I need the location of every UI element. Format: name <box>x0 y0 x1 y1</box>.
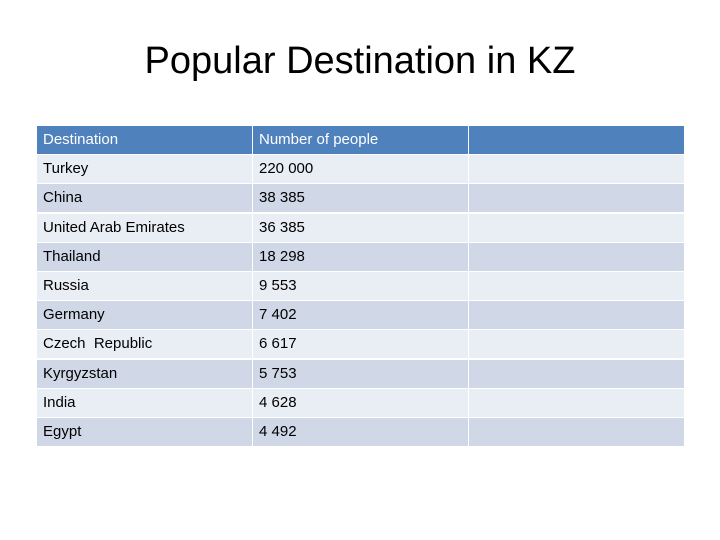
table-cell <box>469 213 684 242</box>
table-cell <box>469 272 684 300</box>
table-cell: 36 385 <box>253 213 468 242</box>
table-cell <box>469 388 684 417</box>
header-cell <box>469 126 684 154</box>
table-cell: 9 553 <box>253 272 468 300</box>
table-cell <box>469 301 684 330</box>
slide-title: Popular Destination in KZ <box>144 40 576 82</box>
table-cell: Kyrgyzstan <box>37 359 252 388</box>
table-cell: Czech Republic <box>37 330 252 359</box>
table-cell: Turkey <box>37 155 252 184</box>
table-cell: 18 298 <box>253 242 468 271</box>
table-cell <box>469 184 684 213</box>
table-cell: 220 000 <box>253 155 468 184</box>
table-cell: 6 617 <box>253 330 468 359</box>
table-cell <box>469 418 684 446</box>
header-cell: Number of people <box>253 126 468 154</box>
table-cell: Russia <box>37 272 252 300</box>
table-cell <box>469 242 684 271</box>
table-cell: 5 753 <box>253 359 468 388</box>
table-cell <box>469 330 684 359</box>
table-cell: Thailand <box>37 242 252 271</box>
table-cell <box>469 359 684 388</box>
table-cell: Germany <box>37 301 252 330</box>
table-cell: 4 628 <box>253 388 468 417</box>
header-cell: Destination <box>37 126 252 154</box>
table-cell: Egypt <box>37 418 252 446</box>
table-cell: United Arab Emirates <box>37 213 252 242</box>
table-cell: India <box>37 388 252 417</box>
table-cell <box>469 155 684 184</box>
table-cell: China <box>37 184 252 213</box>
table-cell: 4 492 <box>253 418 468 446</box>
table-cell: 38 385 <box>253 184 468 213</box>
table-cell: 7 402 <box>253 301 468 330</box>
